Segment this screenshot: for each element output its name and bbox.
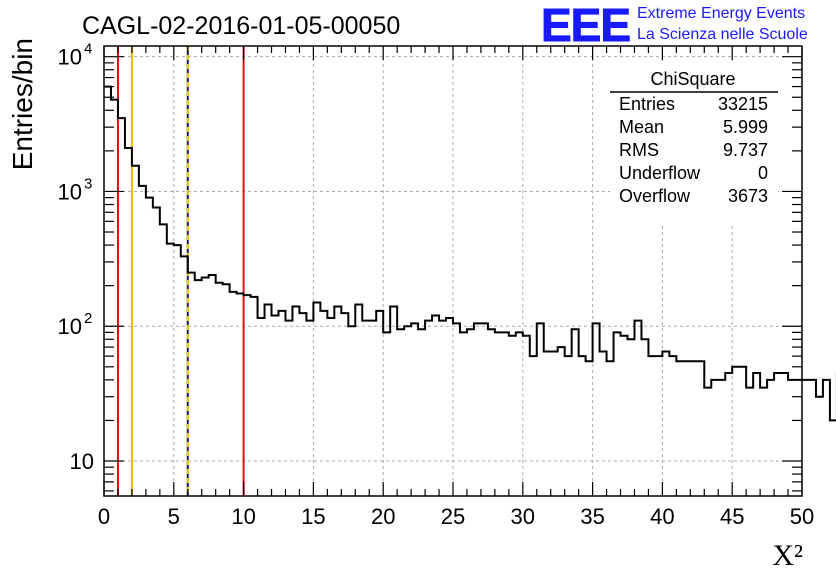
stats-value-overflow: 3673 <box>728 186 768 206</box>
chart-title: CAGL-02-2016-01-05-00050 <box>82 12 400 40</box>
x-tick-label: 35 <box>580 504 604 529</box>
x-tick-label: 40 <box>650 504 674 529</box>
stats-value-entries: 33215 <box>718 94 768 114</box>
y-tick-label: 10 <box>70 449 94 474</box>
stats-box: ChiSquare Entries 33215 Mean 5.999 RMS 9… <box>610 64 778 224</box>
stats-label-underflow: Underflow <box>619 163 701 183</box>
x-tick-label: 10 <box>231 504 255 529</box>
stats-label-overflow: Overflow <box>619 186 691 206</box>
stats-value-rms: 9.737 <box>723 140 768 160</box>
stats-label-rms: RMS <box>619 140 659 160</box>
y-tick-label: 10 <box>58 179 82 204</box>
y-axis-title: Entries/bin <box>7 38 38 170</box>
y-tick-label: 10 <box>58 45 82 70</box>
logo-letters: EEE <box>541 0 630 51</box>
x-tick-label: 45 <box>720 504 744 529</box>
x-tick-label: 50 <box>790 504 814 529</box>
x-tick-label: 30 <box>511 504 535 529</box>
stats-box-bg <box>610 64 778 224</box>
stats-label-entries: Entries <box>619 94 675 114</box>
y-tick-label: 10 <box>58 314 82 339</box>
y-tick-exponent: 4 <box>84 41 92 58</box>
stats-box-name: ChiSquare <box>650 69 735 89</box>
y-tick-exponent: 2 <box>84 310 92 327</box>
plot-frame <box>103 45 803 497</box>
axis-ticks <box>103 46 803 496</box>
stats-label-mean: Mean <box>619 117 664 137</box>
stats-value-mean: 5.999 <box>723 117 768 137</box>
x-tick-labels: 0 5 10 15 20 25 30 35 40 45 50 <box>98 504 814 529</box>
x-tick-label: 20 <box>371 504 395 529</box>
x-tick-label: 15 <box>301 504 325 529</box>
stats-value-underflow: 0 <box>758 163 768 183</box>
histogram-step <box>104 85 836 422</box>
eee-logo: EEE Extreme Energy Events La Scienza nel… <box>541 0 808 52</box>
x-tick-label: 0 <box>98 504 110 529</box>
x-tick-label: 5 <box>168 504 180 529</box>
logo-line-1: Extreme Energy Events <box>637 5 805 22</box>
x-tick-label: 25 <box>441 504 465 529</box>
y-tick-exponent: 3 <box>84 175 92 192</box>
x-axis-title: X² <box>772 539 803 572</box>
logo-line-2: La Scienza nelle Scuole <box>637 26 808 43</box>
